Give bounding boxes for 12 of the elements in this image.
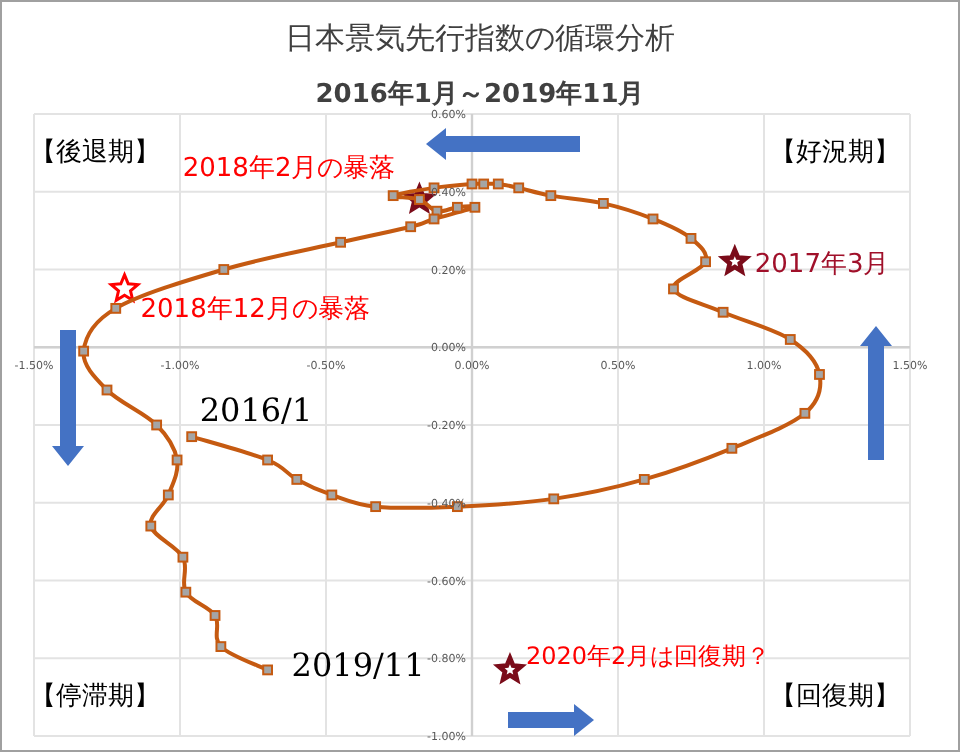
- annotation: 2016/1: [199, 390, 313, 429]
- annotation: 2018年2月の暴落: [182, 153, 396, 184]
- annotation: 【停滞期】: [30, 682, 160, 712]
- annotation: 2019/11: [291, 645, 425, 684]
- annotation: 【後退期】: [30, 138, 160, 168]
- chart-subtitle: 2016年1月～2019年11月: [315, 80, 645, 110]
- annotation: 2017年3月: [754, 249, 890, 280]
- annotation: 【回復期】: [770, 682, 900, 712]
- chart-title: 日本景気先行指数の循環分析: [285, 20, 675, 56]
- annotation: 2018年12月の暴落: [140, 294, 370, 325]
- annotation: 2020年2月は回復期？: [525, 641, 771, 670]
- annotation: 【好況期】: [770, 138, 900, 168]
